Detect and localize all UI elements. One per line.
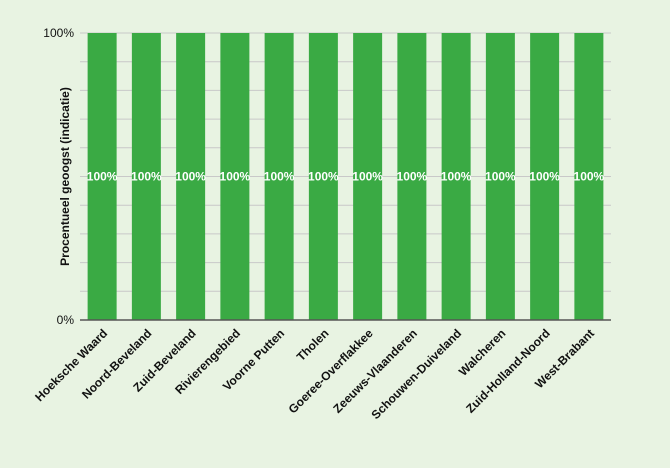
y-tick-label: 100% [43, 26, 74, 40]
value-label: 100% [397, 170, 428, 184]
bar [308, 33, 338, 320]
bar [574, 33, 604, 320]
bar [530, 33, 560, 320]
value-label: 100% [264, 170, 295, 184]
value-label: 100% [574, 170, 605, 184]
x-tick-label: Goeree-Overflakkee [286, 326, 376, 416]
value-label: 100% [352, 170, 383, 184]
x-tick-label: Zuid-Holland-Noord [463, 326, 553, 416]
x-tick-label: Schouwen-Duiveland [369, 326, 465, 422]
bar [353, 33, 383, 320]
bar [220, 33, 250, 320]
bar [176, 33, 206, 320]
bar [131, 33, 161, 320]
value-label: 100% [175, 170, 206, 184]
bar [264, 33, 294, 320]
value-label: 100% [485, 170, 516, 184]
bar [485, 33, 515, 320]
value-label: 100% [441, 170, 472, 184]
value-label: 100% [87, 170, 118, 184]
bar [441, 33, 471, 320]
value-label: 100% [131, 170, 162, 184]
value-label: 100% [220, 170, 251, 184]
x-tick-label: Hoeksche Waard [32, 326, 110, 404]
y-axis-title: Procentueel geoogst (indicatie) [58, 87, 72, 266]
value-label: 100% [529, 170, 560, 184]
bar [87, 33, 117, 320]
x-tick-label: Zeeuws-Vlaanderen [330, 326, 420, 416]
y-tick-label: 0% [57, 313, 75, 327]
value-label: 100% [308, 170, 339, 184]
bar [397, 33, 427, 320]
x-tick-label: Tholen [294, 326, 332, 364]
